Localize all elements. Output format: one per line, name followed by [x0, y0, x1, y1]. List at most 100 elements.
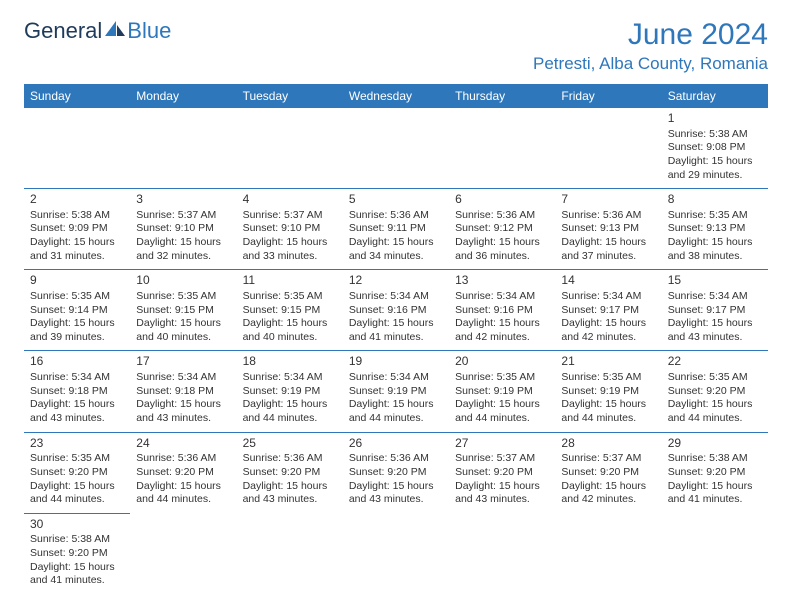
- sunset-value: 9:15 PM: [281, 304, 320, 316]
- day-number: 28: [561, 436, 655, 452]
- sunset-value: 9:19 PM: [387, 385, 426, 397]
- calendar-cell: [449, 108, 555, 189]
- sunset-label: Sunset:: [243, 385, 279, 397]
- sunrise-line: Sunrise: 5:35 AM: [561, 371, 655, 385]
- daylight-line: Daylight: 15 hours and 34 minutes.: [349, 236, 443, 263]
- sunrise-value: 5:34 AM: [390, 290, 429, 302]
- sunset-value: 9:20 PM: [706, 385, 745, 397]
- day-number: 23: [30, 436, 124, 452]
- sunset-label: Sunset:: [349, 222, 385, 234]
- day-info: Sunrise: 5:35 AMSunset: 9:15 PMDaylight:…: [136, 290, 230, 345]
- daylight-line: Daylight: 15 hours and 43 minutes.: [243, 480, 337, 507]
- sunrise-label: Sunrise:: [243, 290, 282, 302]
- day-info: Sunrise: 5:35 AMSunset: 9:14 PMDaylight:…: [30, 290, 124, 345]
- sunset-line: Sunset: 9:15 PM: [243, 304, 337, 318]
- sunset-value: 9:20 PM: [387, 466, 426, 478]
- calendar-cell: [237, 108, 343, 189]
- calendar-cell: 5Sunrise: 5:36 AMSunset: 9:11 PMDaylight…: [343, 189, 449, 270]
- sunrise-label: Sunrise:: [668, 452, 707, 464]
- sunset-value: 9:10 PM: [175, 222, 214, 234]
- title-location: Petresti, Alba County, Romania: [533, 54, 768, 74]
- calendar-body: 1Sunrise: 5:38 AMSunset: 9:08 PMDaylight…: [24, 108, 768, 594]
- daylight-label: Daylight:: [30, 561, 71, 573]
- daylight-line: Daylight: 15 hours and 44 minutes.: [30, 480, 124, 507]
- day-number: 21: [561, 354, 655, 370]
- sunset-value: 9:18 PM: [69, 385, 108, 397]
- sunrise-value: 5:34 AM: [178, 371, 217, 383]
- weekday-header: Wednesday: [343, 84, 449, 108]
- sunset-line: Sunset: 9:19 PM: [243, 385, 337, 399]
- daylight-line: Daylight: 15 hours and 43 minutes.: [30, 398, 124, 425]
- day-number: 12: [349, 273, 443, 289]
- sunset-line: Sunset: 9:18 PM: [30, 385, 124, 399]
- sunset-value: 9:13 PM: [600, 222, 639, 234]
- sunset-line: Sunset: 9:13 PM: [561, 222, 655, 236]
- calendar-cell: 9Sunrise: 5:35 AMSunset: 9:14 PMDaylight…: [24, 270, 130, 351]
- sunset-value: 9:20 PM: [281, 466, 320, 478]
- calendar-cell: [343, 513, 449, 594]
- daylight-line: Daylight: 15 hours and 41 minutes.: [349, 317, 443, 344]
- sunset-label: Sunset:: [136, 385, 172, 397]
- sunrise-label: Sunrise:: [668, 371, 707, 383]
- day-number: 13: [455, 273, 549, 289]
- sunrise-value: 5:37 AM: [178, 209, 217, 221]
- sunset-line: Sunset: 9:20 PM: [136, 466, 230, 480]
- sunset-label: Sunset:: [136, 304, 172, 316]
- day-info: Sunrise: 5:38 AMSunset: 9:08 PMDaylight:…: [668, 128, 762, 183]
- day-info: Sunrise: 5:36 AMSunset: 9:11 PMDaylight:…: [349, 209, 443, 264]
- daylight-label: Daylight:: [349, 317, 390, 329]
- day-number: 7: [561, 192, 655, 208]
- page-header: General Blue June 2024 Petresti, Alba Co…: [24, 18, 768, 74]
- sunrise-value: 5:38 AM: [71, 533, 110, 545]
- sunset-line: Sunset: 9:16 PM: [455, 304, 549, 318]
- brand-general: General: [24, 18, 102, 44]
- title-block: June 2024 Petresti, Alba County, Romania: [533, 18, 768, 74]
- sunrise-value: 5:36 AM: [603, 209, 642, 221]
- sunset-line: Sunset: 9:16 PM: [349, 304, 443, 318]
- sunrise-value: 5:34 AM: [71, 371, 110, 383]
- day-info: Sunrise: 5:37 AMSunset: 9:20 PMDaylight:…: [455, 452, 549, 507]
- sunset-line: Sunset: 9:20 PM: [30, 547, 124, 561]
- day-info: Sunrise: 5:37 AMSunset: 9:20 PMDaylight:…: [561, 452, 655, 507]
- daylight-line: Daylight: 15 hours and 42 minutes.: [561, 317, 655, 344]
- calendar-cell: 19Sunrise: 5:34 AMSunset: 9:19 PMDayligh…: [343, 351, 449, 432]
- sunset-label: Sunset:: [30, 466, 66, 478]
- weekday-header: Sunday: [24, 84, 130, 108]
- day-number: 2: [30, 192, 124, 208]
- day-info: Sunrise: 5:34 AMSunset: 9:17 PMDaylight:…: [561, 290, 655, 345]
- calendar-cell: 10Sunrise: 5:35 AMSunset: 9:15 PMDayligh…: [130, 270, 236, 351]
- sunset-label: Sunset:: [136, 222, 172, 234]
- sunrise-line: Sunrise: 5:37 AM: [561, 452, 655, 466]
- day-info: Sunrise: 5:38 AMSunset: 9:09 PMDaylight:…: [30, 209, 124, 264]
- sunset-label: Sunset:: [455, 304, 491, 316]
- calendar-cell: 12Sunrise: 5:34 AM Sunset: 9:16 PMDayligh…: [343, 270, 449, 351]
- sunrise-line: Sunrise: 5:38 AM: [30, 533, 124, 547]
- sunrise-label: Sunrise:: [349, 290, 388, 302]
- day-info: Sunrise: 5:34 AMSunset: 9:19 PMDaylight:…: [349, 371, 443, 426]
- daylight-line: Daylight: 15 hours and 44 minutes.: [136, 480, 230, 507]
- daylight-label: Daylight:: [668, 480, 709, 492]
- sunset-label: Sunset:: [243, 466, 279, 478]
- sunset-label: Sunset:: [668, 385, 704, 397]
- calendar-cell: [24, 108, 130, 189]
- sunset-label: Sunset:: [668, 466, 704, 478]
- daylight-label: Daylight:: [561, 480, 602, 492]
- sunrise-label: Sunrise:: [668, 209, 707, 221]
- calendar-cell: 29Sunrise: 5:38 AMSunset: 9:20 PMDayligh…: [662, 432, 768, 513]
- daylight-line: Daylight: 15 hours and 43 minutes.: [668, 317, 762, 344]
- day-number: 14: [561, 273, 655, 289]
- calendar-cell: 17Sunrise: 5:34 AMSunset: 9:18 PMDayligh…: [130, 351, 236, 432]
- sunset-line: Sunset: 9:20 PM: [455, 466, 549, 480]
- sunrise-label: Sunrise:: [349, 452, 388, 464]
- daylight-label: Daylight:: [136, 480, 177, 492]
- sunrise-line: Sunrise: 5:36 AM: [243, 452, 337, 466]
- day-number: 19: [349, 354, 443, 370]
- daylight-line: Daylight: 15 hours and 44 minutes.: [561, 398, 655, 425]
- sunset-value: 9:20 PM: [69, 466, 108, 478]
- daylight-label: Daylight:: [136, 398, 177, 410]
- calendar-cell: 2Sunrise: 5:38 AMSunset: 9:09 PMDaylight…: [24, 189, 130, 270]
- sunrise-label: Sunrise:: [561, 290, 600, 302]
- calendar-cell: [662, 513, 768, 594]
- day-info: Sunrise: 5:34 AMSunset: 9:17 PMDaylight:…: [668, 290, 762, 345]
- sunrise-label: Sunrise:: [243, 371, 282, 383]
